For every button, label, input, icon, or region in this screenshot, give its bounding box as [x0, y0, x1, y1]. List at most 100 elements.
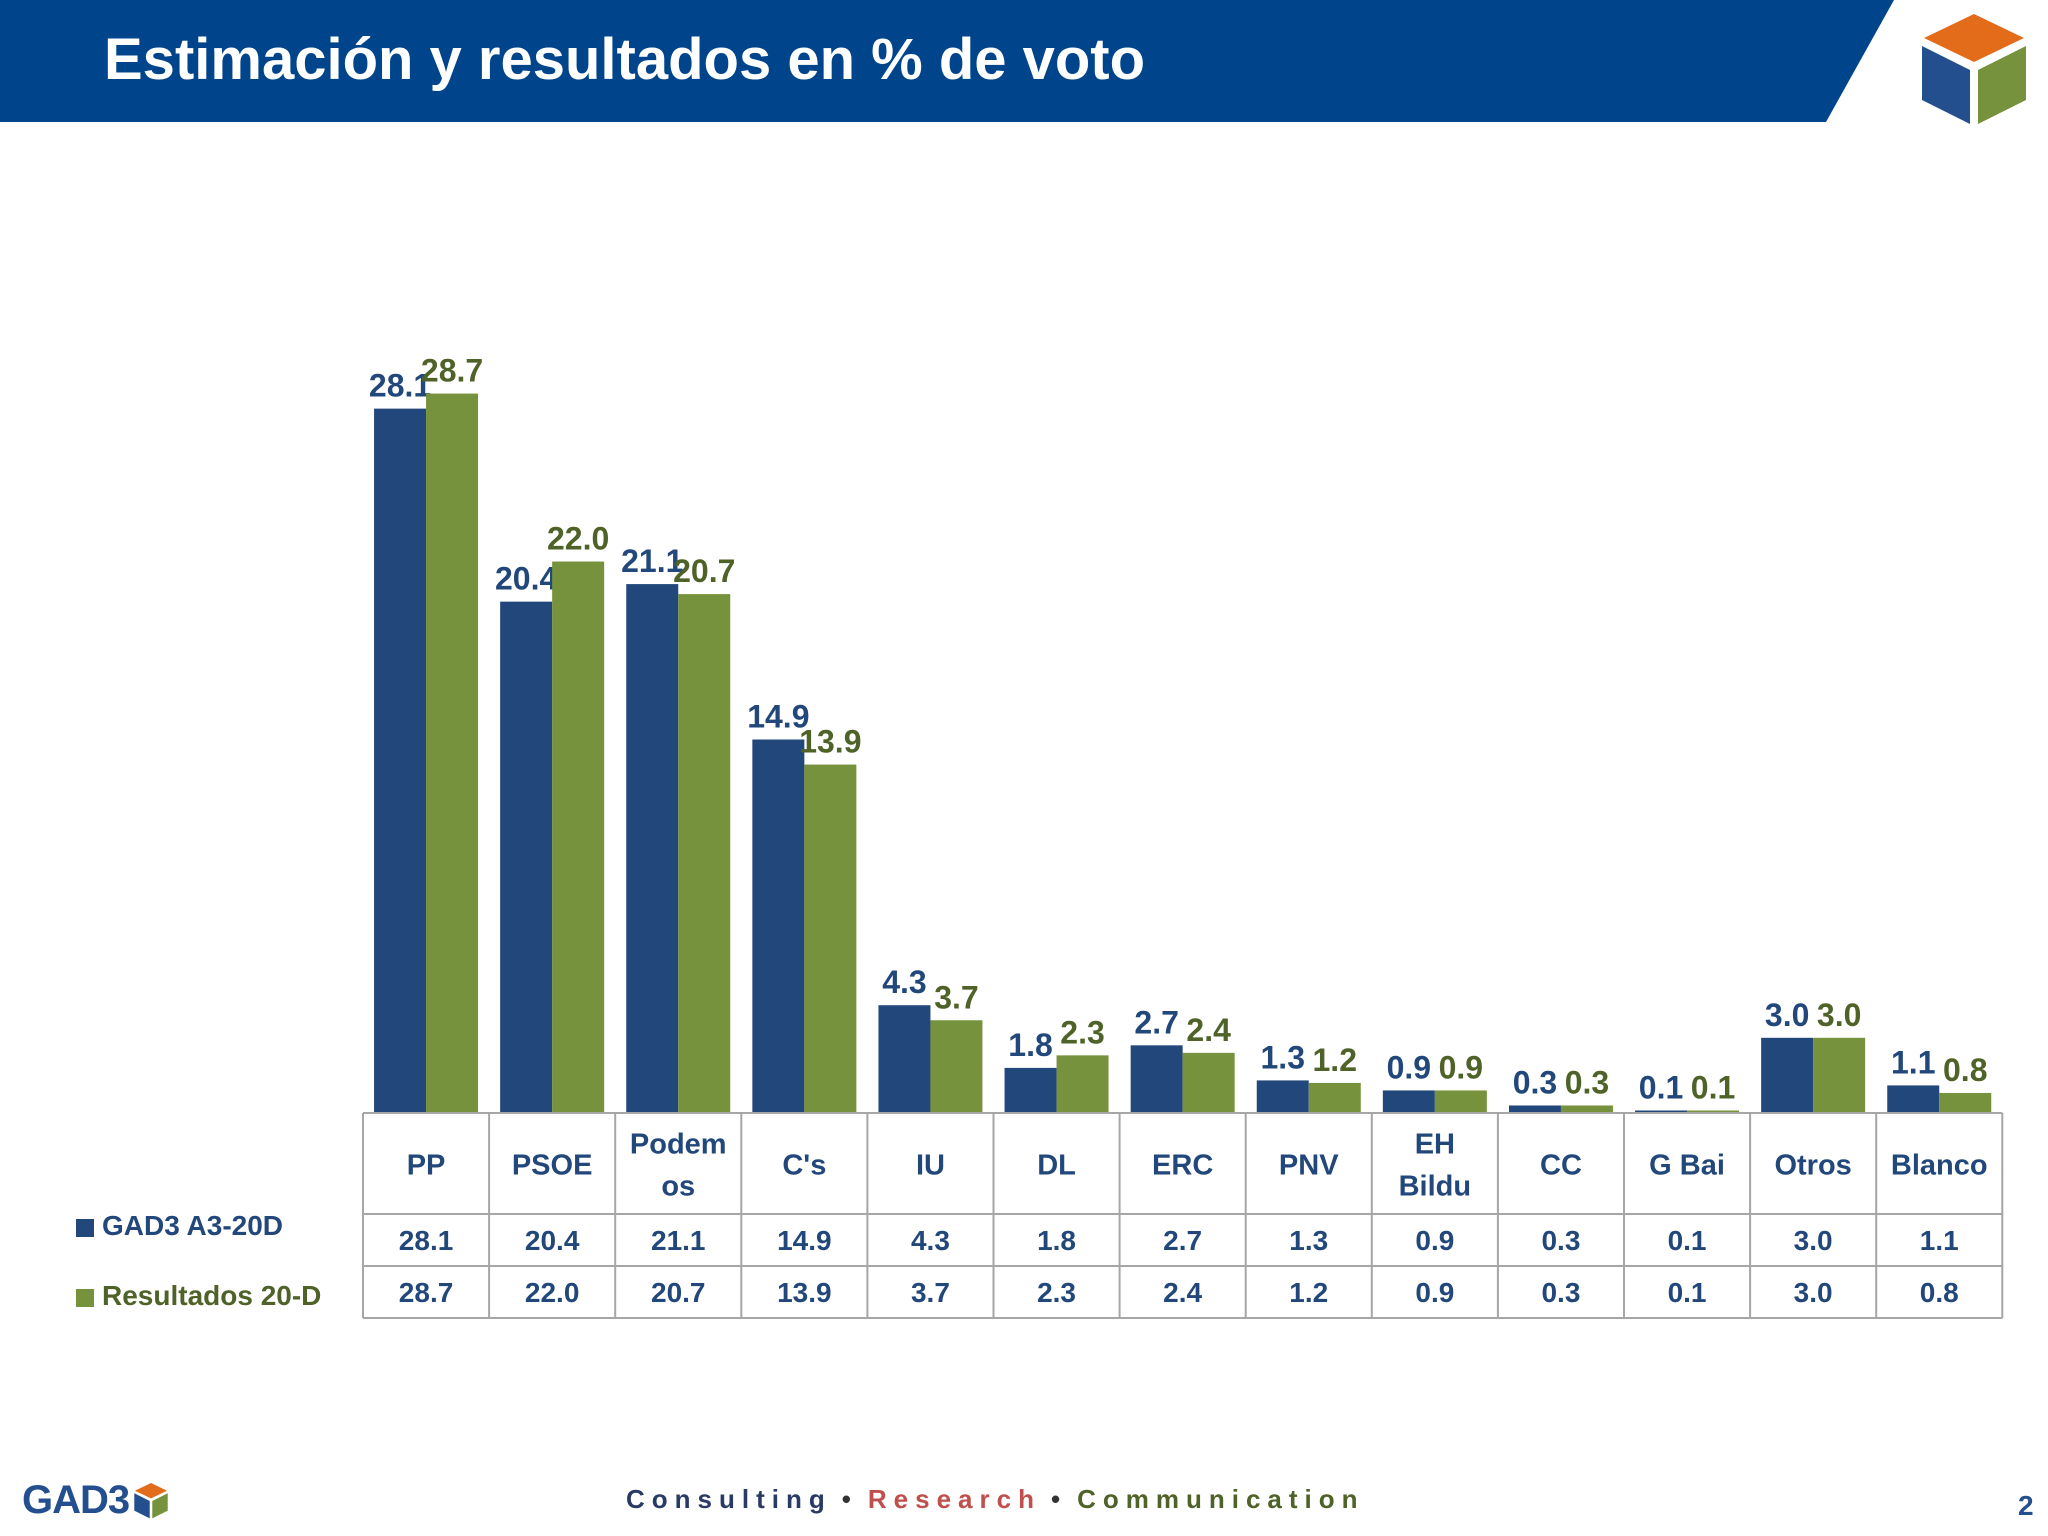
tagline-research: Research — [867, 1484, 1041, 1514]
page-number: 2 — [2018, 1490, 2034, 1521]
tick-label: PNV — [1279, 1150, 1339, 1182]
tagline-consulting: Consulting — [626, 1484, 832, 1514]
data-label-gad3: 20.4 — [495, 561, 557, 597]
data-label-resultados: 2.4 — [1186, 1012, 1231, 1048]
footer-logo: GAD3 — [22, 1478, 169, 1523]
table-cell-resultados: 2.4 — [1163, 1277, 1202, 1308]
table-cell-gad3: 20.4 — [525, 1225, 580, 1256]
bar-gad3 — [1508, 1105, 1561, 1113]
tick-label: G Bai — [1649, 1150, 1725, 1182]
table-cell-resultados: 1.2 — [1289, 1277, 1328, 1308]
table-cell-gad3: 0.3 — [1541, 1225, 1580, 1256]
tick-label: EH Bildu — [1399, 1129, 1472, 1203]
bar-resultados — [1560, 1105, 1613, 1113]
bar-gad3 — [374, 408, 427, 1113]
bar-resultados — [1308, 1082, 1361, 1113]
tagline-communication: Communication — [1077, 1484, 1365, 1514]
table-cell-resultados: 2.3 — [1037, 1277, 1076, 1308]
data-label-gad3: 0.3 — [1513, 1064, 1557, 1100]
tick-label: ERC — [1152, 1150, 1213, 1182]
data-label-resultados: 3.0 — [1817, 997, 1861, 1033]
tick-label: Blanco — [1891, 1150, 1988, 1182]
data-label-resultados: 2.3 — [1060, 1014, 1104, 1050]
table-cell-gad3: 14.9 — [777, 1225, 832, 1256]
data-label-resultados: 0.9 — [1439, 1049, 1483, 1085]
table-cell-gad3: 3.0 — [1794, 1225, 1833, 1256]
bar-resultados — [1687, 1110, 1740, 1113]
legend-item-resultados: Resultados 20-D — [76, 1280, 321, 1312]
tick-label: IU — [916, 1150, 945, 1182]
bar-gad3 — [1761, 1037, 1814, 1113]
legend-label-resultados: Resultados 20-D — [102, 1280, 322, 1311]
bar-resultados — [678, 594, 731, 1113]
bar-resultados — [1434, 1090, 1487, 1113]
bar-gad3 — [1256, 1080, 1309, 1113]
cube-logo-icon — [1922, 14, 2026, 124]
data-label-gad3: 1.8 — [1008, 1027, 1052, 1063]
bar-gad3 — [626, 584, 679, 1113]
bar-gad3 — [1004, 1067, 1057, 1113]
tick-label: C's — [782, 1150, 826, 1182]
bar-resultados — [552, 561, 605, 1113]
data-label-gad3: 1.1 — [1891, 1044, 1935, 1080]
data-label-resultados: 0.8 — [1943, 1052, 1987, 1088]
bar-resultados — [1813, 1037, 1866, 1113]
table-cell-gad3: 21.1 — [651, 1225, 706, 1256]
table-cell-resultados: 22.0 — [525, 1277, 580, 1308]
footer-tagline: Consulting • Research • Communication — [626, 1484, 1365, 1515]
footer-logo-text: GAD3 — [22, 1478, 130, 1522]
bar-gad3 — [500, 601, 553, 1113]
data-label-gad3: 21.1 — [621, 543, 683, 579]
legend-swatch-gad3 — [76, 1218, 94, 1237]
table-cell-resultados: 0.9 — [1415, 1277, 1454, 1308]
table-cell-gad3: 1.8 — [1037, 1225, 1076, 1256]
chart: 28.128.720.422.021.120.714.913.94.3 3.71.… — [362, 353, 2004, 1319]
table-cell-resultados: 0.8 — [1920, 1277, 1959, 1308]
data-label-gad3: 4.3 — [882, 964, 926, 1000]
table-cell-resultados: 3.7 — [911, 1277, 950, 1308]
bar-resultados — [1939, 1092, 1992, 1113]
data-label-resultados: 20.7 — [673, 553, 735, 589]
data-label-gad3: 14.9 — [747, 699, 809, 735]
data-label-gad3: 28.1 — [369, 368, 431, 404]
table-cell-resultados: 0.3 — [1541, 1277, 1580, 1308]
bar-resultados — [426, 393, 479, 1113]
data-label-gad3: 1.3 — [1261, 1039, 1305, 1075]
tick-label: Podem os — [630, 1129, 727, 1203]
table-cell-gad3: 1.1 — [1920, 1225, 1959, 1256]
tick-label: CC — [1540, 1150, 1582, 1182]
footer-cube-icon — [134, 1482, 168, 1518]
data-label-resultados: 13.9 — [799, 724, 861, 760]
header-band — [0, 0, 1894, 122]
bar-gad3 — [752, 739, 805, 1113]
bar-resultados — [1056, 1055, 1109, 1113]
table-cell-resultados: 3.0 — [1794, 1277, 1833, 1308]
table-cell-gad3: 1.3 — [1289, 1225, 1328, 1256]
legend-item-gad3: GAD3 A3-20D — [76, 1210, 283, 1242]
table-cell-gad3: 0.9 — [1415, 1225, 1454, 1256]
bar-resultados — [804, 764, 857, 1113]
bar-gad3 — [1382, 1090, 1435, 1113]
tagline-separator: • — [1050, 1484, 1068, 1514]
table-cell-gad3: 4.3 — [911, 1225, 950, 1256]
table-cell-resultados: 28.7 — [399, 1277, 454, 1308]
table-cell-gad3: 2.7 — [1163, 1225, 1202, 1256]
tick-label: PP — [407, 1150, 446, 1182]
bar-resultados — [1182, 1052, 1235, 1113]
data-label-gad3: 3.0 — [1765, 997, 1809, 1033]
tick-label: Otros — [1774, 1150, 1851, 1182]
data-label-resultados: 1.2 — [1313, 1042, 1357, 1078]
data-label-resultados: 28.7 — [421, 353, 483, 389]
data-label-gad3: 0.9 — [1387, 1049, 1431, 1085]
legend-label-gad3: GAD3 A3-20D — [102, 1210, 284, 1241]
tagline-separator: • — [841, 1484, 858, 1514]
table-cell-gad3: 28.1 — [399, 1225, 454, 1256]
page-title: Estimación y resultados en % de voto — [104, 27, 1146, 92]
data-label-resultados: 0.3 — [1565, 1064, 1609, 1100]
tick-label: PSOE — [512, 1150, 593, 1182]
tick-label: DL — [1037, 1150, 1076, 1182]
legend-swatch-resultados — [76, 1288, 94, 1307]
table-cell-resultados: 13.9 — [777, 1277, 832, 1308]
bar-gad3 — [878, 1005, 931, 1113]
bar-gad3 — [1635, 1110, 1688, 1113]
